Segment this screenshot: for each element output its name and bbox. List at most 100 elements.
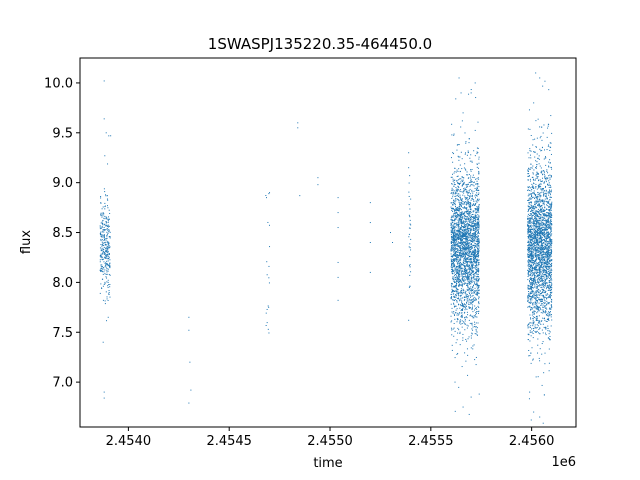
data-point [108, 244, 110, 246]
data-point [470, 242, 472, 244]
data-point [460, 312, 462, 314]
data-point [531, 268, 533, 270]
data-point [99, 225, 101, 227]
data-point [551, 301, 553, 303]
data-point [531, 205, 533, 207]
data-point [453, 239, 455, 241]
data-point [529, 268, 531, 270]
data-point [453, 224, 455, 226]
data-point [534, 240, 536, 242]
data-point [474, 287, 476, 289]
data-point [471, 184, 473, 186]
data-point [461, 300, 463, 302]
data-point [462, 264, 464, 266]
data-point [105, 251, 107, 253]
data-point [550, 218, 552, 220]
data-point [477, 229, 479, 231]
data-point [529, 281, 531, 283]
data-point [536, 211, 538, 213]
data-point [473, 199, 475, 201]
data-point [530, 217, 532, 219]
data-point [546, 298, 548, 300]
data-point [473, 204, 475, 206]
data-point [475, 272, 477, 274]
data-point [547, 249, 549, 251]
data-point [544, 232, 546, 234]
data-point [467, 325, 469, 327]
data-point [527, 225, 529, 227]
data-point [528, 257, 530, 259]
data-point [527, 250, 529, 252]
data-point [527, 210, 529, 212]
data-point [476, 331, 478, 333]
data-point [541, 224, 543, 226]
data-point [455, 212, 457, 214]
data-point [545, 229, 547, 231]
data-point [455, 286, 457, 288]
data-point [528, 219, 530, 221]
data-point [472, 329, 474, 331]
data-point [537, 306, 539, 308]
data-point [455, 342, 457, 344]
data-point [455, 207, 457, 209]
data-point [478, 277, 480, 279]
data-point [545, 256, 547, 258]
data-point [478, 239, 480, 241]
data-point [470, 335, 472, 337]
data-point [462, 256, 464, 258]
data-point [549, 238, 551, 240]
data-point [471, 198, 473, 200]
data-point [534, 292, 536, 294]
data-point [533, 277, 535, 279]
data-point [547, 302, 549, 304]
data-point [450, 243, 452, 245]
data-point [464, 132, 466, 134]
data-point [550, 176, 552, 178]
data-point [463, 265, 465, 267]
data-point [536, 137, 538, 139]
data-point [451, 220, 453, 222]
data-point [468, 234, 470, 236]
data-point [468, 283, 470, 285]
data-point [531, 266, 533, 268]
data-point [528, 186, 530, 188]
data-point [541, 298, 543, 300]
data-point [101, 266, 103, 268]
data-point [464, 266, 466, 268]
data-point [453, 251, 455, 253]
data-point [475, 279, 477, 281]
data-point [531, 194, 533, 196]
data-point [528, 229, 530, 231]
data-point [540, 236, 542, 238]
data-point [454, 254, 456, 256]
data-point [455, 268, 457, 270]
data-point [101, 287, 103, 289]
data-point [451, 248, 453, 250]
data-point [472, 174, 474, 176]
data-point [456, 223, 458, 225]
data-point [471, 238, 473, 240]
data-point [452, 178, 454, 180]
data-point [548, 303, 550, 305]
data-point [530, 204, 532, 206]
data-point [103, 248, 105, 250]
data-point [475, 313, 477, 315]
data-point [545, 294, 547, 296]
data-point [106, 235, 108, 237]
data-point [472, 273, 474, 275]
data-point [531, 328, 533, 330]
data-point [456, 254, 458, 256]
data-point [539, 248, 541, 250]
data-point [540, 250, 542, 252]
data-point [543, 190, 545, 192]
data-point [536, 244, 538, 246]
data-point [106, 218, 108, 220]
data-point [458, 386, 460, 388]
data-point [466, 242, 468, 244]
data-point [547, 258, 549, 260]
data-point [473, 267, 475, 269]
data-point [537, 265, 539, 267]
data-point [460, 252, 462, 254]
data-point [546, 270, 548, 272]
data-point [465, 216, 467, 218]
